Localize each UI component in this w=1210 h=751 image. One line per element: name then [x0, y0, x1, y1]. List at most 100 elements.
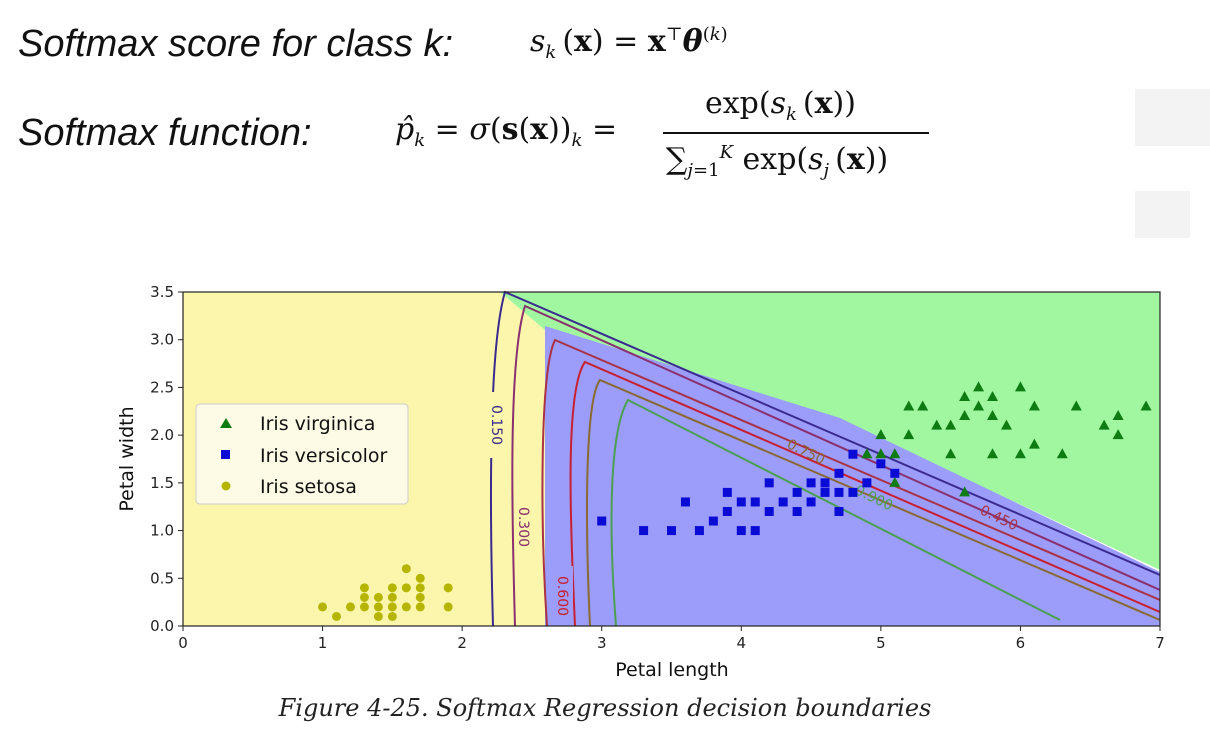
- versicolor-point: [848, 487, 858, 497]
- y-tick-label: 3.5: [150, 283, 174, 301]
- softmax-score-formula: sk (x) = x⊤θ(k): [530, 24, 728, 63]
- versicolor-point: [694, 526, 704, 536]
- setosa-point: [373, 592, 383, 602]
- versicolor-point: [890, 468, 900, 478]
- virginica-point: [917, 400, 929, 411]
- versicolor-point: [764, 478, 774, 488]
- x-tick-label: 0: [178, 634, 188, 652]
- setosa-point: [401, 564, 411, 574]
- versicolor-point: [806, 478, 816, 488]
- virginica-point: [875, 429, 887, 440]
- softmax-score-label: Softmax score for class k:: [18, 23, 454, 65]
- versicolor-point: [862, 478, 872, 488]
- virginica-point: [1112, 429, 1124, 440]
- x-tick-label: 5: [876, 634, 886, 652]
- versicolor-point: [680, 497, 690, 507]
- virginica-point: [959, 390, 971, 401]
- x-tick-label: 2: [457, 634, 467, 652]
- contour-label-0600: 0.600: [554, 576, 570, 616]
- figure-caption: Figure 4-25. Softmax Regression decision…: [278, 694, 932, 722]
- versicolor-point: [736, 526, 746, 536]
- versicolor-point: [708, 516, 718, 526]
- softmax-function-formula: p̂k = σ(s(x))k =: [395, 112, 618, 151]
- virginica-point: [959, 410, 971, 421]
- virginica-point: [1000, 419, 1012, 430]
- versicolor-point: [736, 497, 746, 507]
- placeholder-box-top: [1135, 89, 1210, 146]
- x-tick-label: 3: [597, 634, 607, 652]
- legend-circle-icon: [221, 481, 231, 491]
- plot-frame: [182, 291, 1161, 627]
- versicolor-point: [820, 478, 830, 488]
- setosa-point: [443, 602, 453, 612]
- virginica-point: [1056, 448, 1068, 459]
- versicolor-point: [722, 487, 732, 497]
- setosa-point: [359, 583, 369, 593]
- setosa-point: [415, 592, 425, 602]
- setosa-point: [387, 611, 397, 621]
- y-tick-label: 1.5: [150, 474, 174, 492]
- virginica-point: [973, 400, 985, 411]
- virginica-point: [1028, 400, 1040, 411]
- contour-label-bg-0600: [553, 566, 573, 626]
- setosa-point: [401, 583, 411, 593]
- x-axis-label: Petal length: [615, 659, 728, 681]
- contour-label-0300: 0.300: [515, 507, 531, 547]
- setosa-point: [373, 611, 383, 621]
- setosa-point: [415, 602, 425, 612]
- setosa-point: [415, 573, 425, 583]
- versicolor-point: [667, 526, 676, 536]
- contour-line-0450: [541, 338, 1161, 627]
- virginica-point: [1140, 400, 1152, 411]
- virginica-point: [889, 448, 901, 459]
- setosa-point: [387, 583, 397, 593]
- versicolor-point: [834, 487, 844, 497]
- legend-triangle-icon: [220, 418, 232, 428]
- contour-lines: [489, 290, 1161, 627]
- x-tick-label: 1: [318, 634, 328, 652]
- setosa-point: [443, 583, 453, 593]
- virginica-point: [931, 419, 943, 430]
- virginica-point: [1070, 400, 1082, 411]
- versicolor-point: [834, 468, 844, 478]
- legend-box: [195, 403, 409, 505]
- softmax-numerator: exp(sk (x)): [705, 86, 856, 125]
- versicolor-point: [597, 516, 607, 526]
- fraction-bar: [663, 132, 929, 134]
- legend-square-icon: [221, 450, 230, 459]
- versicolor-point: [792, 506, 802, 516]
- virginica-point: [903, 400, 915, 411]
- y-tick-label: 2.0: [150, 426, 174, 444]
- contour-line-0600: [569, 360, 1161, 627]
- versicolor-point: [750, 497, 760, 507]
- y-tick-label: 2.5: [150, 378, 174, 396]
- versicolor-point: [792, 487, 802, 497]
- setosa-point: [387, 592, 397, 602]
- contour-line-0900: [610, 398, 1061, 627]
- virginica-point: [1014, 381, 1026, 392]
- setosa-point: [345, 602, 355, 612]
- contour-line-0750: [586, 378, 1161, 627]
- y-tick-label: 0.5: [150, 569, 174, 587]
- virginica-point: [987, 410, 999, 421]
- virginica-point: [861, 448, 873, 459]
- versicolor-point: [848, 449, 858, 459]
- versicolor-point: [722, 506, 732, 516]
- x-tick-label: 4: [737, 634, 747, 652]
- setosa-point: [373, 602, 383, 612]
- virginica-point: [987, 448, 999, 459]
- x-axis: 0 1 2 3 4 5 6 7: [178, 626, 1165, 652]
- legend-label-versicolor: Iris versicolor: [260, 445, 388, 467]
- legend-label-setosa: Iris setosa: [260, 476, 357, 498]
- contour-label-bg-0150: [487, 392, 507, 458]
- contour-line-0300: [511, 304, 1161, 627]
- y-tick-label: 0.0: [150, 617, 174, 635]
- versicolor-point: [778, 497, 788, 507]
- virginica-point: [959, 486, 971, 497]
- versicolor-point: [820, 487, 830, 497]
- x-tick-label: 6: [1016, 634, 1026, 652]
- setosa-point: [318, 602, 328, 612]
- virginica-point: [945, 419, 957, 430]
- y-tick-label: 1.0: [150, 522, 174, 540]
